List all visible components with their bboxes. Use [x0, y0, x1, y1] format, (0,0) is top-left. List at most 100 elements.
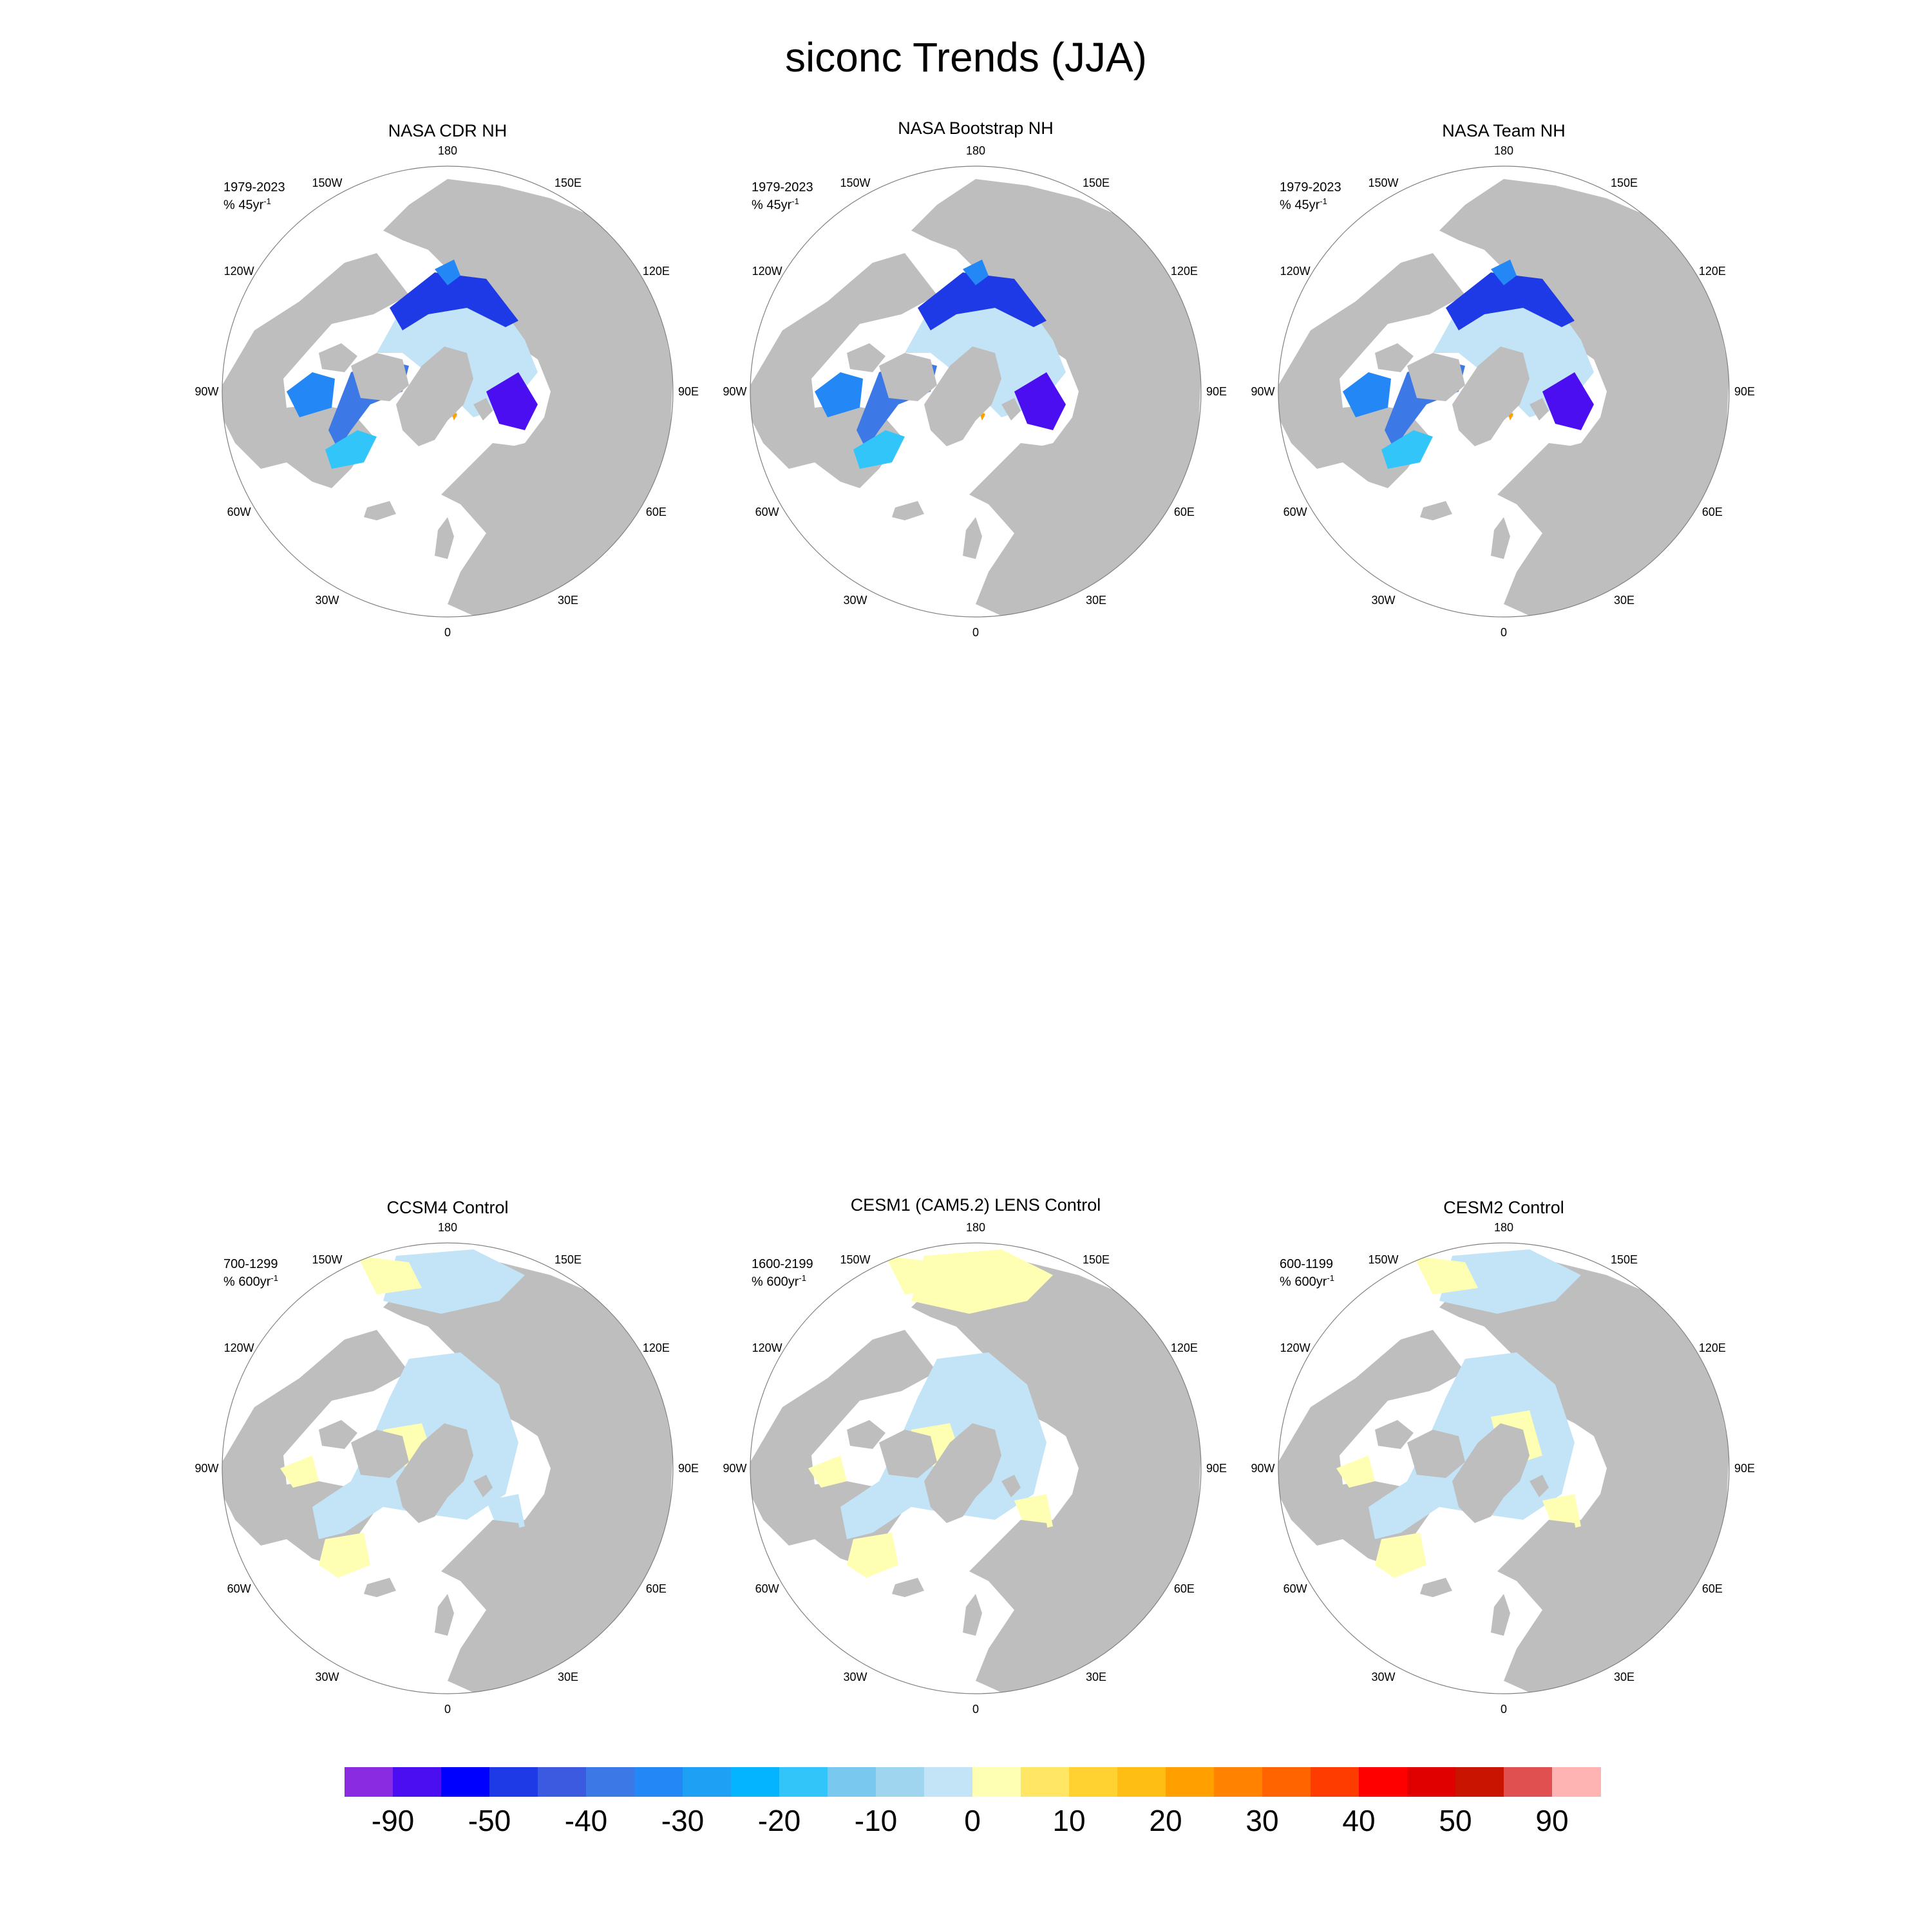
longitude-label: 0 [972, 1703, 979, 1716]
period-label: 600-1199 [1280, 1257, 1334, 1271]
longitude-label: 0 [444, 1703, 451, 1716]
map-panel-cesm2-control: CESM2 Control 600-1199 % 600yr-1 180 150E… [1240, 1198, 1768, 1732]
sea-ice-trend-region [280, 1455, 319, 1488]
longitude-label: 90E [1734, 1462, 1755, 1475]
longitude-label: 90E [1206, 1462, 1227, 1475]
units-label: % 45yr-1 [752, 196, 799, 213]
colorbar-tick-label: -30 [661, 1804, 705, 1837]
colorbar-swatch [683, 1767, 732, 1797]
longitude-label: 0 [1501, 1703, 1507, 1716]
land-iceland [364, 501, 396, 520]
sea-ice-trend-region [1439, 1249, 1581, 1314]
land-scandinavia [995, 443, 1053, 527]
units-label: % 600yr-1 [1280, 1273, 1334, 1289]
land-north-america [1278, 253, 1465, 488]
land-british-isles [435, 1594, 454, 1636]
map-panel-nasa-bootstrap: NASA Bootstrap NH 1979-2023 % 45yr-1 180… [712, 118, 1240, 656]
longitude-label: 120W [224, 265, 254, 278]
polar-map: 180 150E 120E 90E 60E 30E 0 30W 60W 90W 120W 150W [1251, 1221, 1755, 1716]
sea-ice-trend-region [886, 1256, 950, 1294]
colorbar-tick-label: -10 [854, 1804, 898, 1837]
longitude-label: 90W [194, 385, 218, 398]
colorbar-swatch [441, 1767, 490, 1797]
colorbar-tick-label: -40 [564, 1804, 608, 1837]
longitude-label: 150E [1611, 176, 1638, 189]
map-content [750, 1243, 1201, 1694]
colorbar-swatch [828, 1767, 876, 1797]
land-british-isles [1491, 1594, 1510, 1636]
sea-ice-trend-region [325, 430, 377, 469]
colorbar-swatch [1117, 1767, 1166, 1797]
sea-ice-trend-region [911, 1249, 1053, 1314]
land-iceland [1420, 1578, 1452, 1597]
land-greenland [396, 1423, 473, 1523]
land-eurasia [1439, 179, 1729, 616]
longitude-label: 150W [840, 1253, 870, 1266]
colorbar-swatch [345, 1767, 393, 1797]
land-greenland [924, 346, 1001, 446]
land-scandinavia [1523, 1520, 1581, 1604]
longitude-label: 30E [558, 594, 578, 607]
colorbar: -90 -50 -40 -30 -20 -10 0 10 20 30 40 50 90 [345, 1767, 1601, 1838]
sea-ice-trend-region [1446, 272, 1575, 330]
sea-ice-trend-region [1491, 260, 1517, 285]
panel-title: NASA Bootstrap NH [898, 118, 1054, 138]
longitude-label: 180 [1494, 144, 1513, 157]
longitude-label: 150E [1083, 176, 1110, 189]
land-arctic-archipelago [847, 1420, 886, 1449]
land-greenland [1452, 1423, 1530, 1523]
colorbar-tick-label: 50 [1439, 1804, 1472, 1837]
land-scandinavia [1523, 443, 1581, 527]
sea-ice-trend-region [383, 1249, 525, 1314]
polar-map: 180 150E 120E 90E 60E 30E 0 30W 60W 90W 120W 150W [194, 1221, 699, 1716]
polar-map: 180 150E 120E 90E 60E 30E 0 30W 60W 90W 120W 150W [1251, 144, 1755, 639]
longitude-label: 60E [1702, 506, 1723, 518]
map-panel-cesm1-lens-control: CESM1 (CAM5.2) LENS Control 1600-2199 % … [712, 1195, 1240, 1732]
colorbar-swatch [1166, 1767, 1215, 1797]
land-british-isles [963, 517, 982, 559]
colorbar-swatch [1455, 1767, 1504, 1797]
panel-title: CESM2 Control [1443, 1198, 1564, 1217]
land-eurasia [383, 179, 673, 616]
land-british-isles [1491, 517, 1510, 559]
polar-map: 180 150E 120E 90E 60E 30E 0 30W 60W 90W 120W 150W [194, 144, 699, 639]
sea-ice-trend-region [287, 372, 335, 417]
map-border [1278, 166, 1730, 618]
sea-ice-trend-region [1542, 372, 1594, 430]
colorbar-swatch [972, 1767, 1021, 1797]
longitude-label: 90E [1734, 385, 1755, 398]
land-svalbard [1001, 398, 1021, 421]
land-eurasia [911, 179, 1201, 616]
land-svalbard [1530, 1475, 1549, 1497]
period-label: 700-1299 [223, 1257, 278, 1271]
sea-ice-trend-region [1014, 372, 1066, 430]
units-label: % 600yr-1 [223, 1273, 278, 1289]
panel-info: 1979-2023 % 45yr-1 [752, 180, 813, 213]
longitude-label: 60E [646, 506, 667, 518]
longitude-label: 60E [1174, 506, 1195, 518]
land-arctic-archipelago [351, 353, 409, 401]
longitude-label: 30W [1371, 1671, 1395, 1683]
figure-title: siconc Trends (JJA) [785, 34, 1147, 80]
colorbar-swatch [779, 1767, 828, 1797]
land-greenland [396, 346, 473, 446]
land-arctic-archipelago [319, 343, 357, 372]
panel-info: 600-1199 % 600yr-1 [1280, 1257, 1334, 1289]
colorbar-swatch [876, 1767, 925, 1797]
longitude-label: 30E [1086, 594, 1106, 607]
longitude-label: 90W [194, 1462, 218, 1475]
period-label: 1979-2023 [223, 180, 285, 194]
colorbar-swatch [1504, 1767, 1553, 1797]
longitude-label: 60E [646, 1582, 667, 1595]
map-border [222, 1242, 674, 1694]
map-border [750, 166, 1202, 618]
colorbar-swatch [1262, 1767, 1311, 1797]
panel-info: 1600-2199 % 600yr-1 [752, 1257, 813, 1289]
longitude-label: 30W [843, 594, 867, 607]
land-arctic-archipelago [319, 1420, 357, 1449]
longitude-label: 150W [1368, 1253, 1398, 1266]
longitude-label: 30W [843, 1671, 867, 1683]
sea-ice-trend-region [1343, 372, 1391, 417]
longitude-label: 90E [678, 1462, 699, 1475]
longitude-label: 120E [1171, 265, 1198, 278]
